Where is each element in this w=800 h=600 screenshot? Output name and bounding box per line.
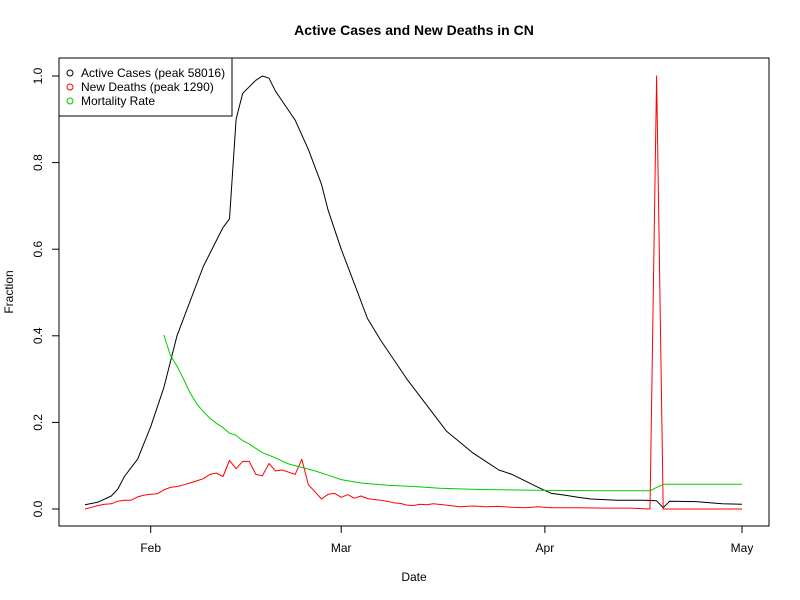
x-tick-label: Mar (331, 541, 352, 555)
y-axis: 0.0 0.2 0.4 0.6 0.8 1.0 (31, 67, 60, 517)
series-layer (84, 75, 743, 510)
x-axis-label: Date (401, 570, 427, 584)
y-tick-label: 1.0 (31, 67, 45, 84)
x-tick-label: Apr (536, 541, 555, 555)
legend-label-active: Active Cases (peak 58016) (81, 66, 225, 80)
series-line-deaths (84, 75, 742, 510)
y-tick-label: 0.2 (31, 414, 45, 431)
legend-label-mortality: Mortality Rate (81, 94, 155, 108)
x-tick-label: May (731, 541, 754, 555)
y-axis-label: Fraction (2, 270, 16, 313)
legend-marker-deaths (66, 83, 74, 91)
legend-box (58, 57, 233, 117)
y-tick-label: 0.4 (31, 327, 45, 344)
y-tick-label: 0.8 (31, 154, 45, 171)
series-line-active (84, 75, 743, 509)
chart-title: Active Cases and New Deaths in CN (294, 22, 534, 38)
series-line-mortality (163, 334, 742, 492)
x-tick-label: Feb (140, 541, 161, 555)
legend-marker-active (66, 69, 74, 77)
legend: Active Cases (peak 58016)New Deaths (pea… (58, 57, 233, 117)
x-axis: Feb Mar Apr May (140, 525, 754, 555)
y-tick-label: 0.6 (31, 241, 45, 258)
legend-marker-mortality (66, 97, 74, 105)
y-tick-label: 0.0 (31, 500, 45, 517)
legend-label-deaths: New Deaths (peak 1290) (81, 80, 214, 94)
